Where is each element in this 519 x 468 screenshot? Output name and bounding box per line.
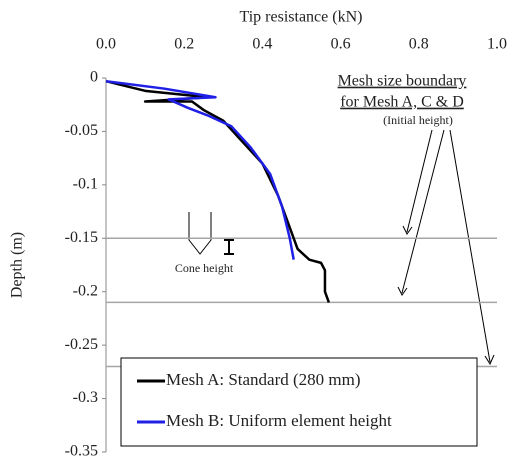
y-axis-title: Depth (m)	[9, 232, 26, 298]
y-tick-label: -0.35	[65, 443, 98, 460]
data-line	[105, 79, 295, 260]
x-tick-label: 0.2	[174, 36, 194, 53]
annotation: (Initial height)	[383, 113, 453, 127]
annotation: for Mesh A, C & D	[340, 94, 464, 111]
legend-label: Mesh A: Standard (280 mm)	[166, 370, 361, 389]
y-tick-label: -0.1	[73, 176, 98, 193]
x-tick-label: 0.0	[96, 36, 116, 53]
y-tick-label: -0.25	[65, 336, 98, 353]
legend-label: Mesh B: Uniform element height	[166, 411, 392, 430]
y-tick-label: 0	[90, 69, 98, 86]
y-tick-label: -0.2	[73, 282, 98, 299]
annotation: Cone height	[175, 261, 234, 275]
cone-icon	[188, 212, 234, 255]
x-tick-label: 0.4	[252, 36, 272, 53]
x-tick-label: 0.8	[409, 36, 429, 53]
x-axis-title: Tip resistance (kN)	[240, 9, 363, 26]
x-tick-label: 1.0	[487, 36, 507, 53]
y-tick-label: -0.05	[65, 122, 98, 139]
x-tick-label: 0.6	[331, 36, 351, 53]
y-tick-label: -0.15	[65, 229, 98, 246]
arrows	[397, 129, 495, 366]
annotation: Mesh size boundary	[338, 73, 467, 90]
y-tick-label: -0.3	[73, 389, 98, 406]
legend-box	[120, 357, 478, 447]
